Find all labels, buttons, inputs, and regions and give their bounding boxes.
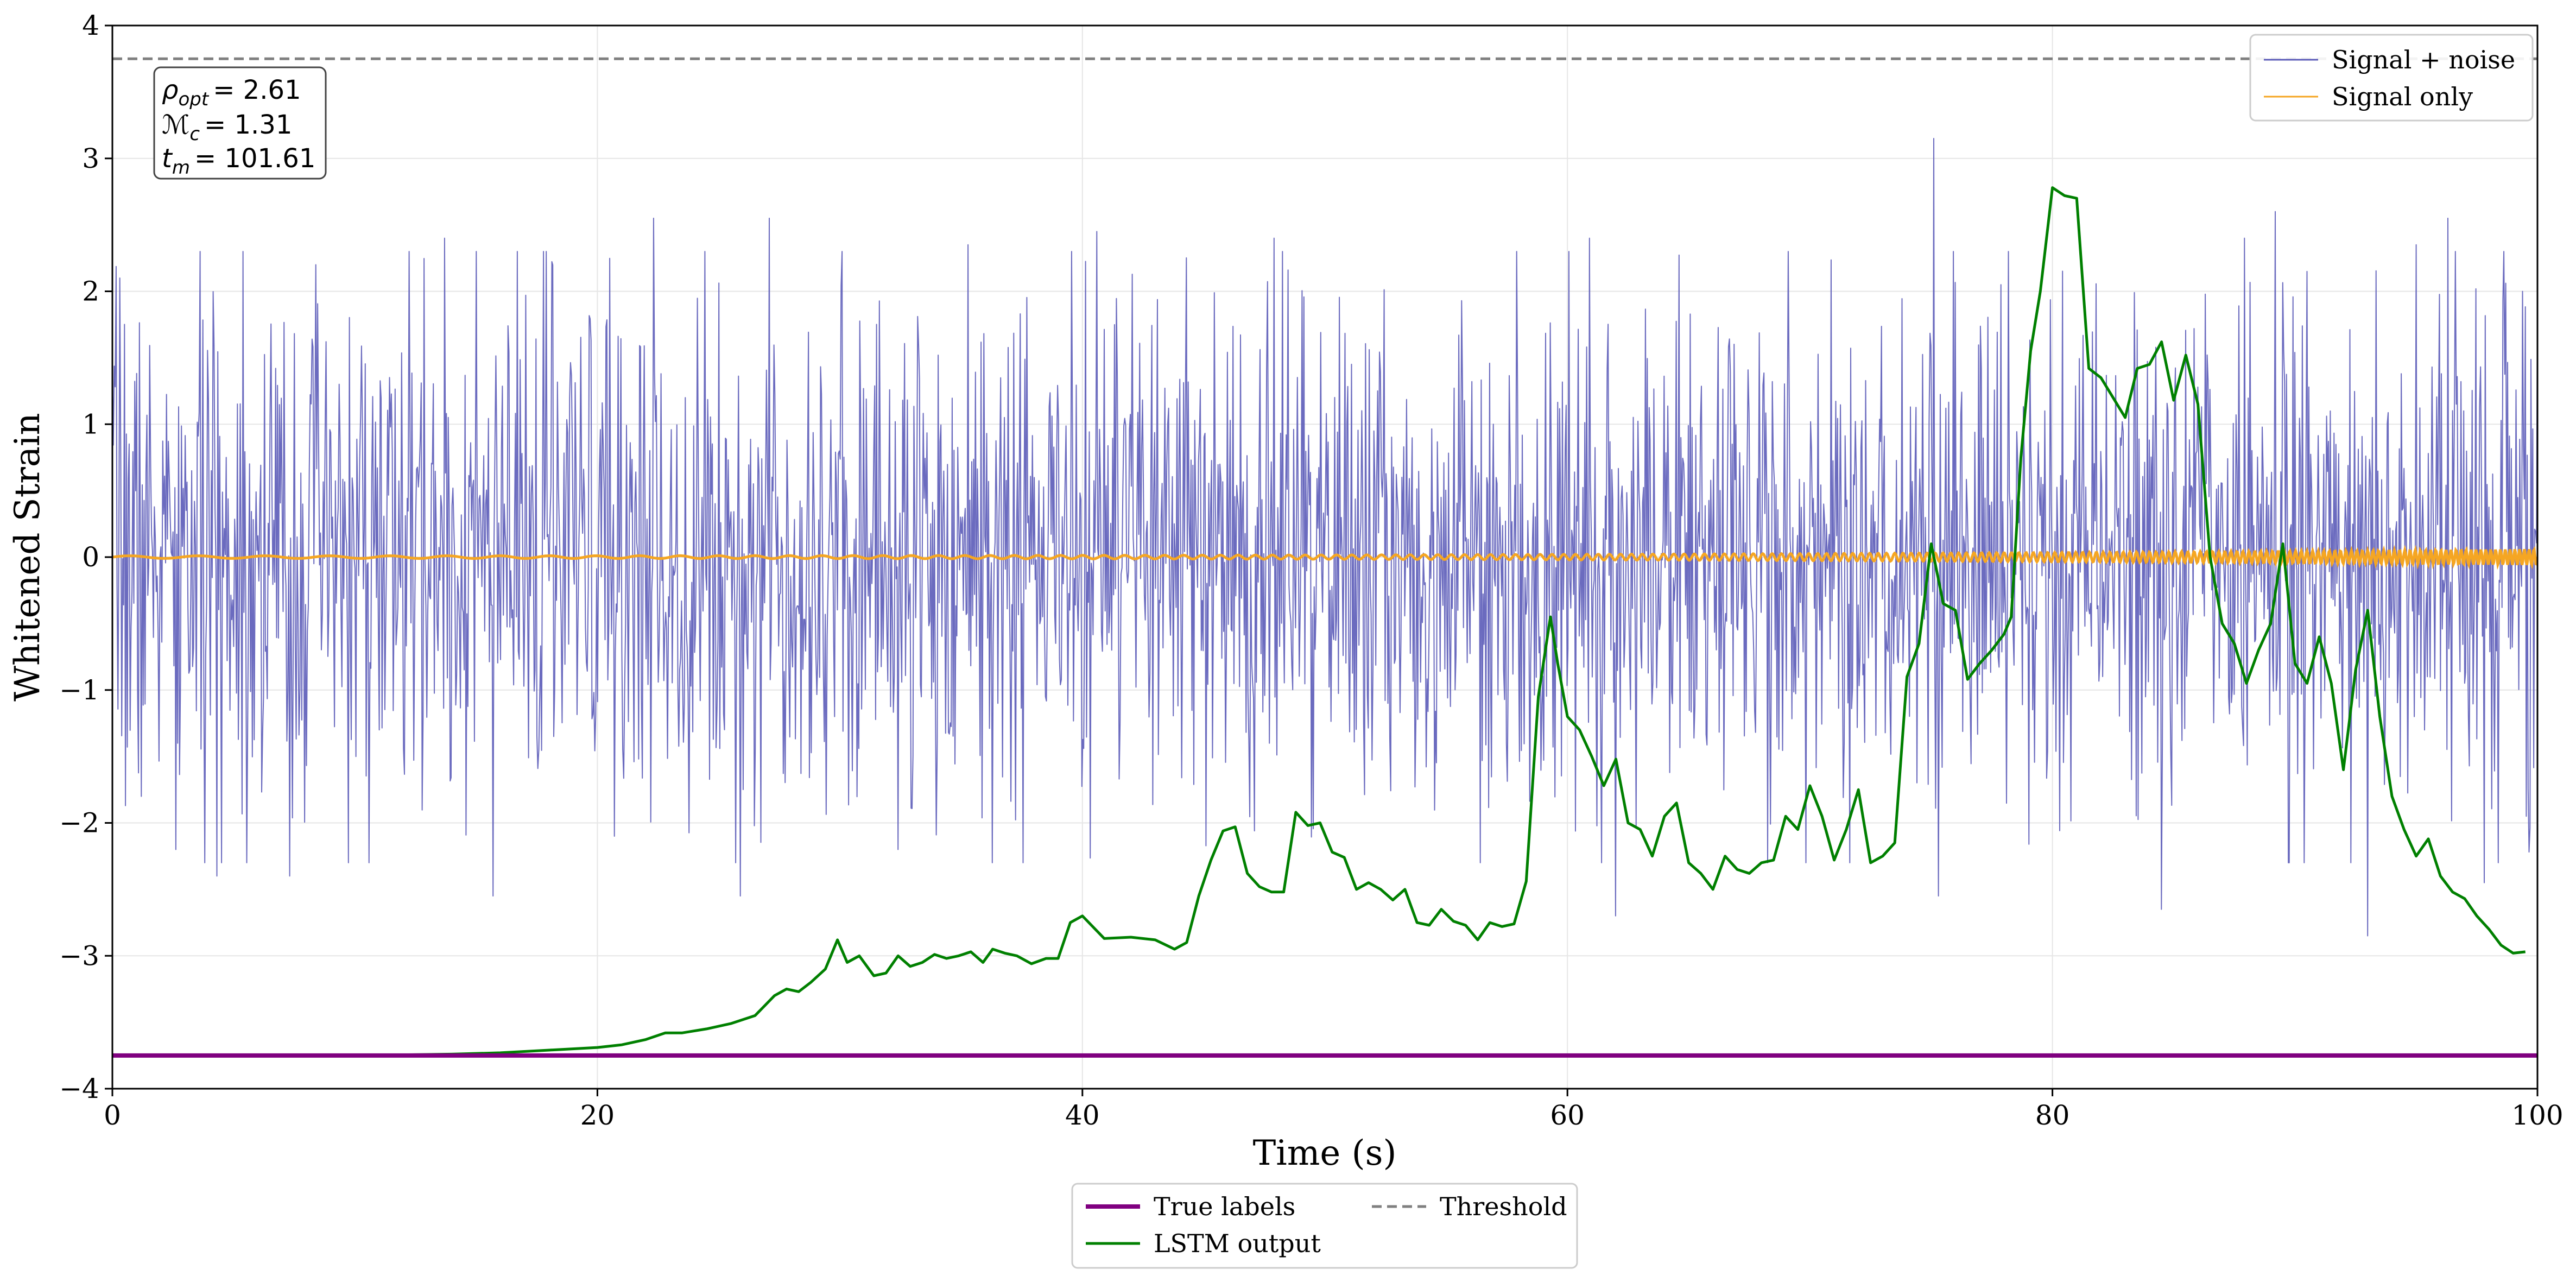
- y-axis-title: Whitened Strain: [8, 413, 48, 701]
- series-signal-only: [112, 545, 2537, 570]
- legend-lower: True labels Threshold LSTM output: [1071, 1183, 1578, 1269]
- legend-upper-box: [2249, 34, 2534, 122]
- x-tick-label: 20: [580, 1100, 615, 1131]
- series-layer: [112, 57, 2537, 1058]
- ticks: 0 20 40 60 80 100 −4 −3 −2 −1 0 1 2 3 4: [59, 10, 2563, 1131]
- stats-annotation-box: [153, 66, 327, 180]
- series-lstm-output: [112, 186, 2526, 1057]
- y-tick-label: −3: [59, 940, 99, 971]
- y-tick-label: 2: [82, 276, 99, 307]
- legend-threshold-label: Threshold: [1440, 1192, 1567, 1221]
- y-tick-label: −1: [59, 674, 99, 706]
- legend-upper: Signal + noise Signal only: [2249, 34, 2534, 122]
- y-tick-label: −2: [59, 807, 99, 839]
- x-tick-label: 100: [2511, 1100, 2563, 1131]
- legend-true-labels-label: True labels: [1154, 1192, 1295, 1221]
- x-tick-label: 0: [104, 1100, 121, 1131]
- stat-chirp-mass: ℳc = 1.31: [162, 110, 292, 145]
- stat-merger-time: tm = 101.61: [162, 143, 315, 179]
- legend-signal-only-label: Signal only: [2332, 82, 2473, 111]
- y-tick-label: 3: [82, 143, 99, 174]
- stat-rho: ρopt = 2.61: [162, 75, 301, 110]
- series-signal-noise: [112, 138, 2537, 937]
- legend-lstm-output-label: LSTM output: [1154, 1229, 1321, 1258]
- stats-annotation: ρopt = 2.61 ℳc = 1.31 tm = 101.61: [153, 66, 327, 180]
- x-tick-label: 40: [1065, 1100, 1100, 1131]
- y-tick-label: 0: [82, 541, 99, 573]
- x-axis-title: Time (s): [1253, 1133, 1397, 1173]
- x-tick-label: 80: [2035, 1100, 2070, 1131]
- y-tick-label: −4: [59, 1073, 99, 1104]
- legend-lower-box: [1071, 1183, 1578, 1269]
- legend-signal-noise-label: Signal + noise: [2332, 45, 2515, 74]
- y-tick-label: 4: [82, 10, 99, 41]
- y-tick-label: 1: [82, 408, 99, 440]
- x-tick-label: 60: [1550, 1100, 1585, 1131]
- plot-area: [112, 57, 2537, 1058]
